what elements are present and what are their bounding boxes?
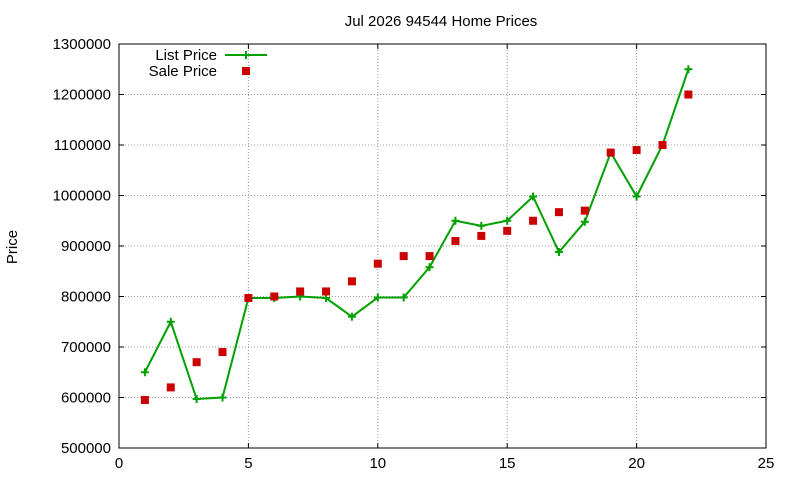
plot-frame [118,43,767,449]
list-price-point [399,293,408,302]
sale-price-point [296,287,305,296]
list-price-point [554,248,563,257]
x-tick-label: 0 [115,455,123,472]
x-tick-label: 5 [244,455,252,472]
y-tick-label: 1100000 [54,137,111,154]
sale-price-point [554,208,563,217]
sale-price-point [684,90,693,99]
sale-price-point [632,146,641,155]
list-price-point [373,293,382,302]
sale-price-point [192,358,201,367]
list-price-point [684,65,693,74]
x-tick-label: 10 [369,455,386,472]
sale-price-point [658,141,667,149]
list-price-point [166,317,175,326]
legend: List Price Sale Price [149,47,267,80]
x-tick-label: 25 [758,455,775,472]
chart-title: Jul 2026 94544 Home Prices [345,13,538,30]
legend-marker-list-price [242,51,250,59]
sale-price-point [140,396,149,405]
y-tick-label: 700000 [61,339,111,356]
sale-price-point [477,231,486,240]
sale-price-point [606,148,615,157]
grid [119,44,766,448]
y-tick-label: 900000 [61,238,111,255]
legend-label-list-price: List Price [155,47,217,64]
axis-ticks: 0 5 10 15 20 25 500000 600000 700000 800000 900000… [53,36,775,472]
sale-price-point [322,287,331,296]
list-price-point [425,263,434,272]
y-axis-label: Price [4,230,21,264]
sale-price-point [166,383,175,392]
x-tick-label: 20 [628,455,645,472]
list-price-point [451,216,460,225]
y-tick-label: 1000000 [53,188,111,205]
legend-marker-sale-price [242,67,250,75]
list-price-point [477,221,486,230]
list-price-point [503,216,512,225]
y-tick-label: 1300000 [53,36,111,53]
legend-label-sale-price: Sale Price [149,63,217,80]
sale-price-point [270,292,279,301]
y-tick-label: 500000 [61,440,111,457]
list-price-point [218,393,227,402]
list-price-point [580,217,589,226]
list-price-line [143,68,690,401]
list-price-point [140,368,149,377]
list-price-point [192,395,201,404]
list-price-point [529,192,538,201]
series-layer [140,65,693,405]
sale-price-point [580,206,589,215]
y-tick-label: 600000 [61,390,111,407]
sale-price-point [244,294,253,303]
y-tick-label: 800000 [61,289,111,306]
sale-price-point [399,252,408,261]
sale-price-point [347,277,356,286]
sale-price-point [529,216,538,225]
sale-price-point [373,259,382,268]
sale-price-point [425,252,434,261]
sale-price-point [503,226,512,235]
y-tick-label: 1200000 [53,87,111,104]
sale-price-point [218,348,227,357]
sale-price-point [451,236,460,245]
list-price-point [347,312,356,321]
list-price-point [632,192,641,201]
x-tick-label: 15 [499,455,516,472]
